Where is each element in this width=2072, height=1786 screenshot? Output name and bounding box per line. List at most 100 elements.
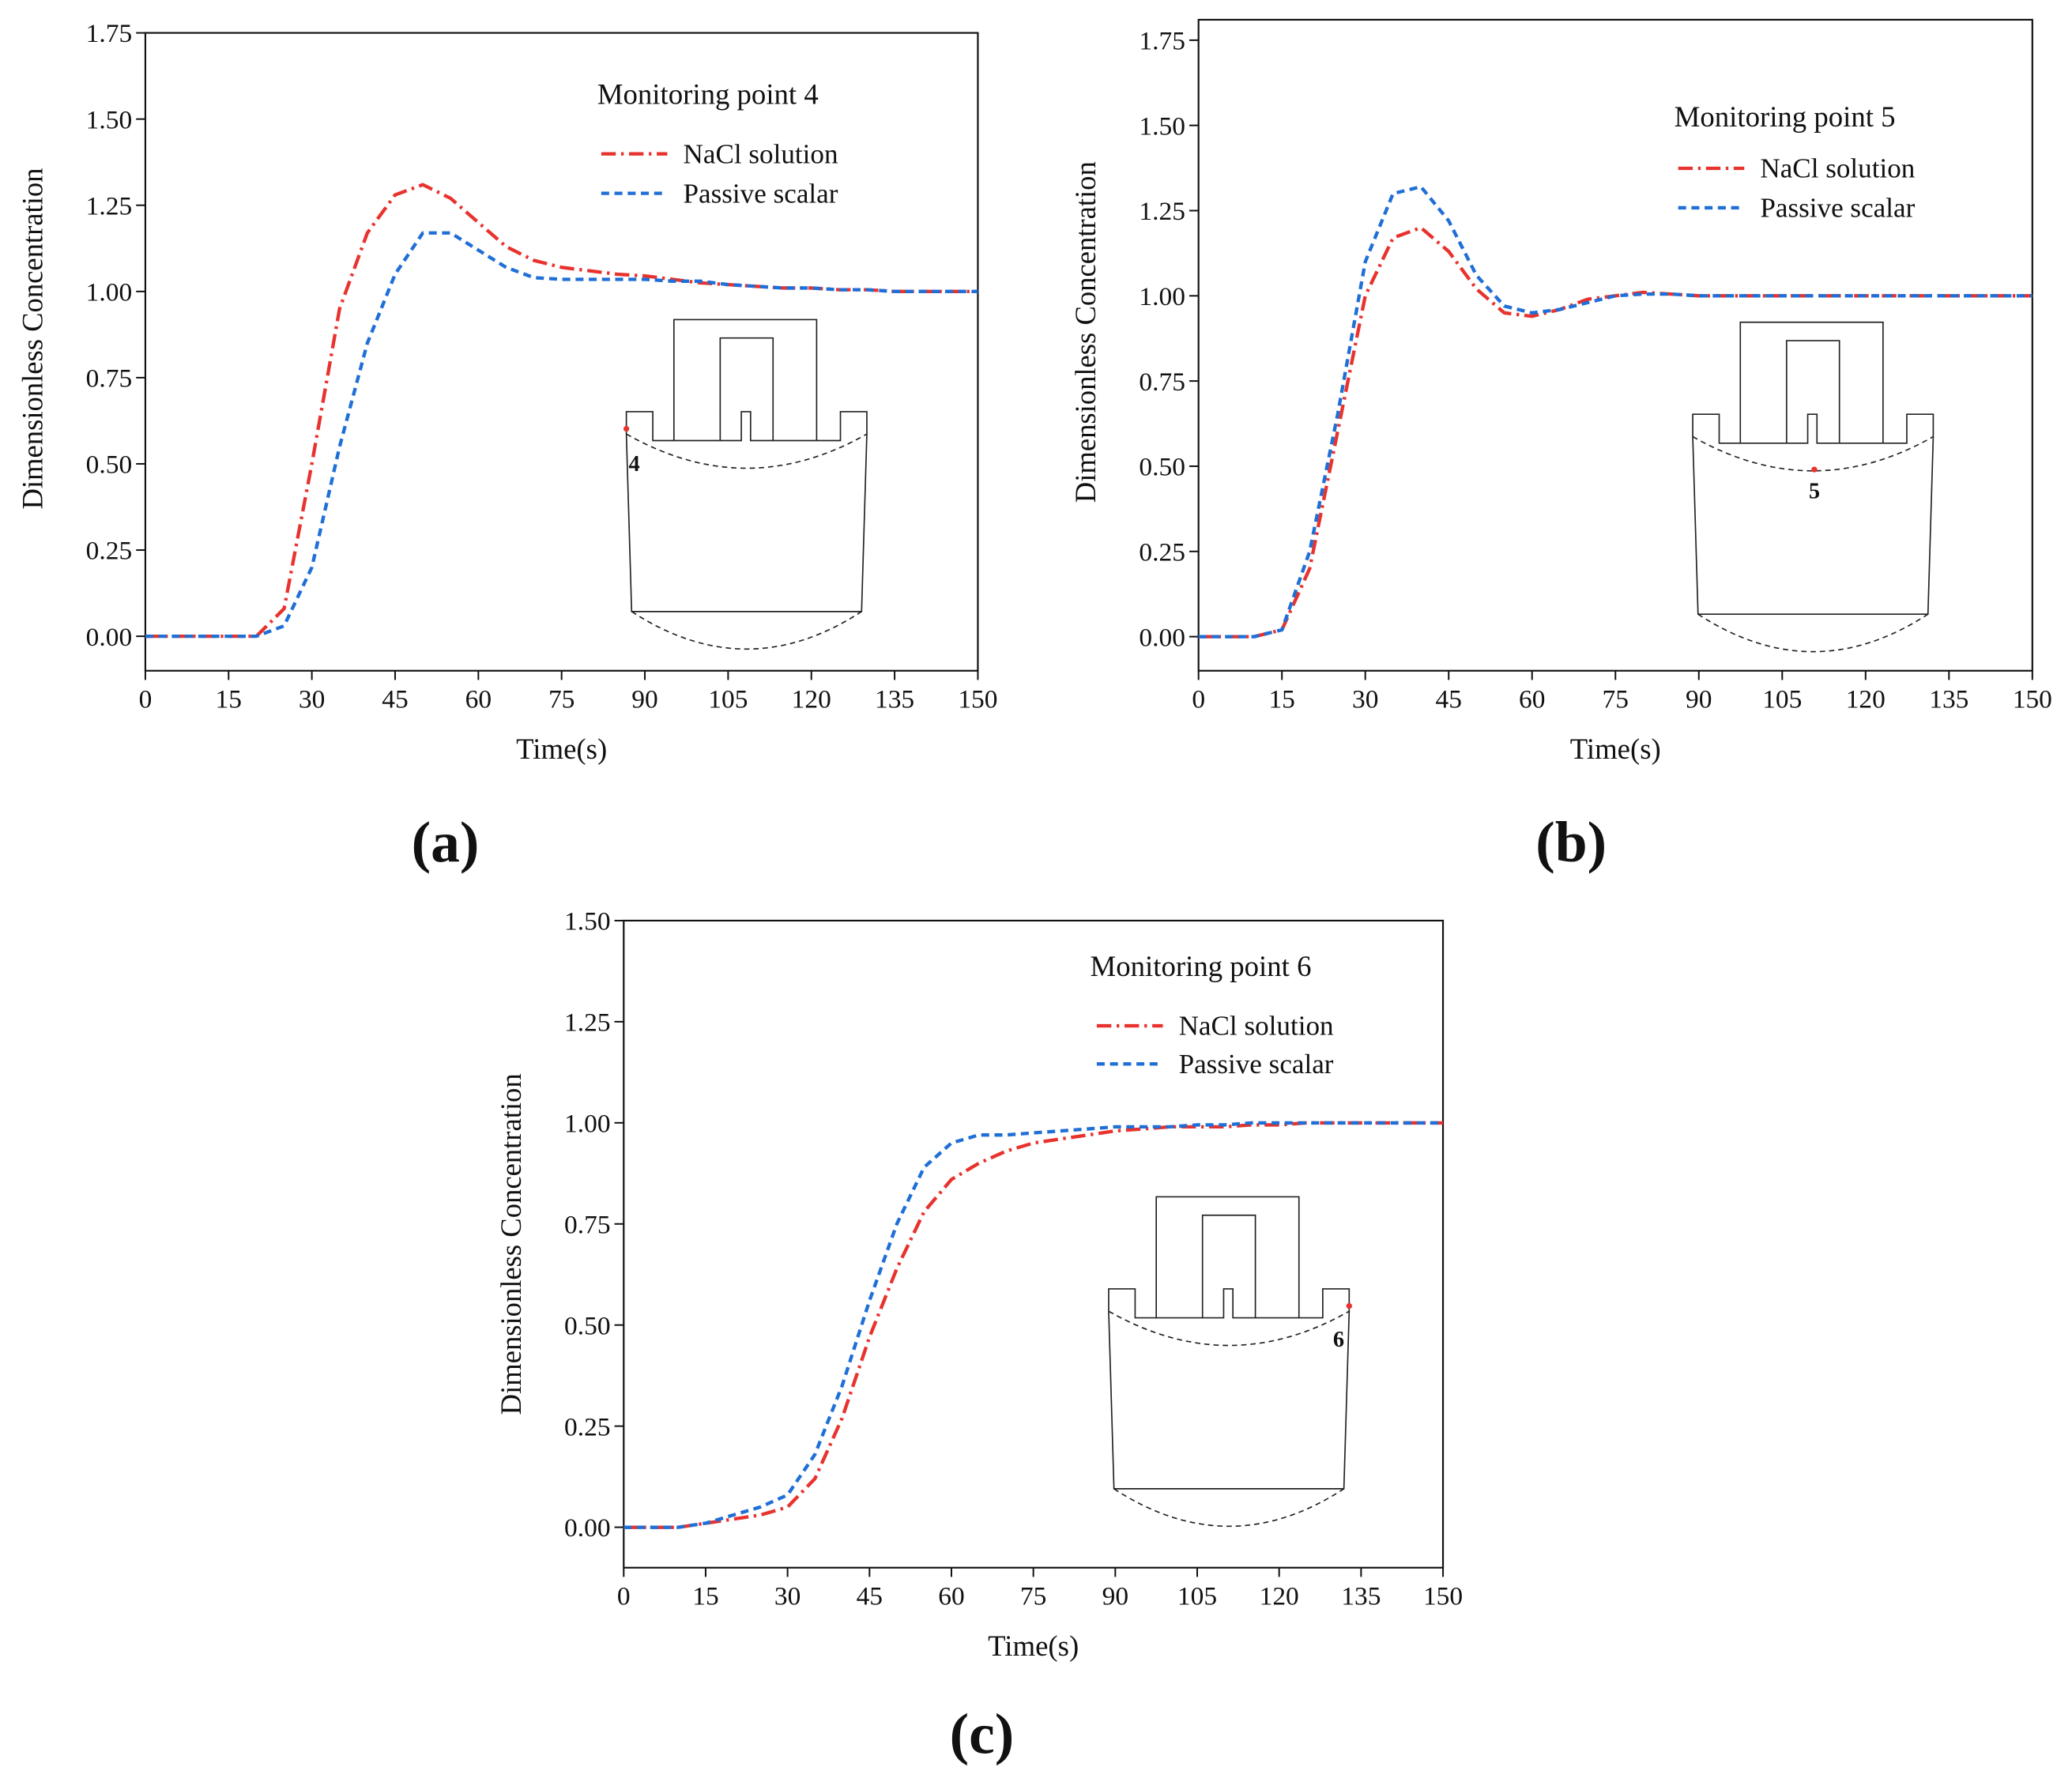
y-tick-label: 1.50 bbox=[86, 105, 133, 134]
series-line bbox=[1198, 185, 2032, 639]
x-tick-label: 90 bbox=[1102, 1581, 1128, 1611]
point-label: 6 bbox=[1333, 1328, 1344, 1352]
y-tick-label: 0.00 bbox=[86, 623, 133, 652]
x-tick-label: 120 bbox=[1846, 684, 1886, 714]
y-tick-label: 0.75 bbox=[86, 364, 133, 394]
legend-title: Monitoring point 4 bbox=[597, 78, 819, 111]
inset-dashed-arc bbox=[1108, 1310, 1350, 1528]
x-tick-label: 135 bbox=[1341, 1581, 1381, 1611]
series-line bbox=[623, 1121, 1444, 1529]
plot-frame bbox=[144, 32, 979, 672]
y-tick-label: 1.25 bbox=[86, 191, 133, 220]
x-tick-label: 120 bbox=[1260, 1581, 1299, 1611]
x-tick-label: 15 bbox=[692, 1581, 718, 1611]
y-tick-label: 0.50 bbox=[1139, 453, 1185, 482]
chart-panel: 0 15 30 45 60 75 90 105 120 135 150 0.00 0.25 0.50 0.7… bbox=[1069, 18, 2052, 874]
legend-label: NaCl solution bbox=[1179, 1011, 1334, 1042]
x-tick-label: 15 bbox=[216, 684, 242, 714]
legend-label: Passive scalar bbox=[1179, 1049, 1334, 1080]
chart-panel: 0 15 30 45 60 75 90 105 120 135 150 0.00 0.25 0.50 0.7… bbox=[495, 907, 1463, 1766]
inset-outline bbox=[1108, 1196, 1351, 1490]
y-axis-label: Dimensionless Concentration bbox=[1069, 161, 1102, 503]
x-tick-label: 15 bbox=[1268, 684, 1294, 714]
y-tick-label: 1.75 bbox=[86, 19, 133, 48]
y-tick-label: 0.25 bbox=[86, 537, 133, 566]
point-label: 4 bbox=[629, 452, 640, 477]
monitoring-point bbox=[1811, 466, 1818, 473]
legend-title: Monitoring point 5 bbox=[1675, 100, 1896, 133]
y-tick-label: 0.25 bbox=[1139, 538, 1185, 567]
panel-label: (c) bbox=[950, 1702, 1015, 1766]
x-tick-label: 150 bbox=[2013, 684, 2052, 714]
x-tick-label: 60 bbox=[938, 1581, 964, 1611]
y-tick-label: 1.50 bbox=[1139, 111, 1185, 141]
y-axis-label: Dimensionless Concentration bbox=[495, 1073, 527, 1415]
inset-diagram bbox=[1108, 1196, 1351, 1528]
x-tick-label: 135 bbox=[875, 684, 914, 714]
y-tick-label: 1.25 bbox=[564, 1008, 611, 1038]
x-tick-label: 150 bbox=[958, 684, 997, 714]
x-tick-label: 30 bbox=[1352, 684, 1378, 714]
plot-frame bbox=[1197, 18, 2033, 672]
panel-label: (b) bbox=[1535, 810, 1607, 874]
point-label: 5 bbox=[1809, 480, 1820, 504]
inset-outline bbox=[625, 318, 868, 612]
y-axis-label: Dimensionless Concentration bbox=[16, 168, 48, 510]
y-tick-label: 1.50 bbox=[564, 907, 611, 936]
x-tick-label: 45 bbox=[1436, 684, 1462, 714]
x-tick-label: 75 bbox=[1603, 684, 1629, 714]
y-tick-label: 1.25 bbox=[1139, 197, 1185, 226]
inset-outline bbox=[1692, 321, 1934, 616]
series-line bbox=[623, 1121, 1444, 1529]
x-tick-label: 135 bbox=[1929, 684, 1968, 714]
monitoring-point bbox=[623, 425, 630, 432]
y-tick-label: 0.75 bbox=[1139, 367, 1185, 397]
series-line bbox=[145, 183, 978, 639]
chart-panel: 0 15 30 45 60 75 90 105 120 135 150 0.00 0.25 0.50 0.7… bbox=[16, 19, 997, 874]
y-tick-label: 0.00 bbox=[1139, 623, 1185, 652]
x-tick-label: 90 bbox=[1686, 684, 1712, 714]
x-tick-label: 30 bbox=[299, 684, 325, 714]
legend-label: NaCl solution bbox=[1760, 153, 1915, 184]
series-line bbox=[1198, 225, 2032, 639]
y-tick-label: 0.75 bbox=[564, 1210, 611, 1239]
x-axis-label: Time(s) bbox=[516, 733, 607, 765]
y-tick-label: 0.25 bbox=[564, 1412, 611, 1441]
x-tick-label: 105 bbox=[1762, 684, 1802, 714]
x-tick-label: 150 bbox=[1423, 1581, 1463, 1611]
inset-diagram bbox=[1692, 321, 1934, 653]
y-tick-label: 0.50 bbox=[564, 1311, 611, 1340]
x-tick-label: 90 bbox=[631, 684, 657, 714]
x-tick-label: 60 bbox=[465, 684, 492, 714]
x-axis-label: Time(s) bbox=[1570, 733, 1661, 765]
x-tick-label: 0 bbox=[1192, 684, 1205, 714]
y-tick-label: 0.50 bbox=[86, 450, 133, 480]
x-tick-label: 105 bbox=[708, 684, 748, 714]
monitoring-point bbox=[1346, 1302, 1352, 1309]
panel-label: (a) bbox=[412, 810, 480, 874]
legend-label: Passive scalar bbox=[684, 178, 838, 209]
x-tick-label: 60 bbox=[1519, 684, 1545, 714]
inset-diagram bbox=[625, 318, 868, 650]
y-tick-label: 1.75 bbox=[1139, 27, 1185, 56]
y-tick-label: 1.00 bbox=[1139, 282, 1185, 311]
y-tick-label: 1.00 bbox=[86, 278, 133, 307]
x-tick-label: 105 bbox=[1177, 1581, 1217, 1611]
legend-label: NaCl solution bbox=[684, 138, 838, 169]
y-tick-label: 0.00 bbox=[564, 1513, 611, 1543]
x-tick-label: 0 bbox=[139, 684, 153, 714]
x-tick-label: 45 bbox=[857, 1581, 883, 1611]
y-tick-label: 1.00 bbox=[564, 1110, 611, 1139]
x-tick-label: 0 bbox=[617, 1581, 631, 1611]
x-tick-label: 75 bbox=[1020, 1581, 1046, 1611]
x-tick-label: 75 bbox=[548, 684, 575, 714]
legend-title: Monitoring point 6 bbox=[1091, 950, 1312, 982]
x-tick-label: 45 bbox=[382, 684, 408, 714]
x-tick-label: 30 bbox=[774, 1581, 801, 1611]
inset-dashed-arc bbox=[1692, 435, 1934, 653]
x-axis-label: Time(s) bbox=[988, 1630, 1079, 1662]
inset-dashed-arc bbox=[626, 433, 868, 650]
legend-label: Passive scalar bbox=[1760, 193, 1915, 224]
x-tick-label: 120 bbox=[792, 684, 831, 714]
